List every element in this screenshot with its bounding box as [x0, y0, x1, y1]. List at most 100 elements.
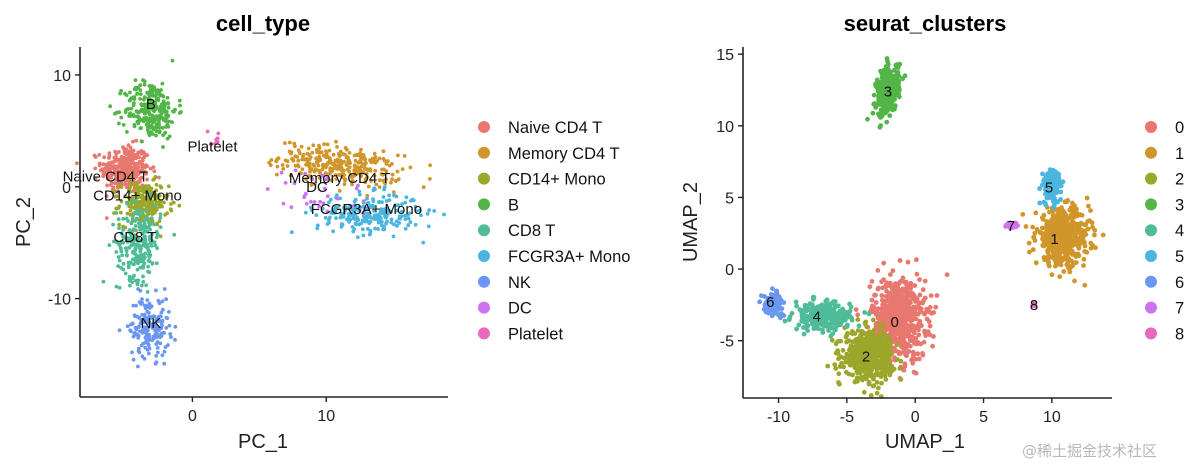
data-point	[150, 132, 155, 136]
data-point	[157, 125, 162, 130]
data-point	[131, 139, 135, 144]
data-point	[869, 374, 875, 379]
data-point	[757, 299, 762, 305]
data-point	[130, 155, 135, 160]
data-point	[108, 104, 112, 109]
data-point	[160, 125, 165, 130]
data-point	[377, 185, 382, 190]
data-point	[163, 130, 168, 135]
data-point	[824, 297, 830, 303]
data-point	[147, 133, 152, 138]
data-point	[874, 353, 880, 359]
data-point	[145, 290, 150, 294]
legend: Naive CD4 T Memory CD4 T CD14+ Mono B CD8 T F…	[478, 119, 630, 343]
data-point	[342, 159, 346, 164]
data-point	[162, 200, 166, 205]
data-point	[107, 151, 112, 156]
data-point	[1075, 236, 1081, 242]
data-point	[428, 163, 432, 168]
data-point	[845, 322, 850, 328]
data-point	[1030, 224, 1036, 230]
data-point	[385, 159, 390, 163]
data-point	[302, 157, 307, 162]
data-point	[160, 204, 165, 209]
data-point	[111, 222, 115, 227]
data-point	[170, 58, 175, 63]
data-point	[306, 146, 311, 151]
data-point	[930, 343, 935, 349]
data-point	[878, 374, 884, 379]
data-point	[382, 187, 386, 192]
data-point	[135, 267, 140, 272]
cluster-label: 7	[1007, 218, 1015, 235]
data-point	[123, 147, 128, 151]
data-point	[328, 168, 333, 173]
data-point	[884, 119, 890, 125]
data-point	[116, 264, 121, 268]
data-point	[886, 74, 892, 80]
data-point	[345, 155, 350, 160]
data-point	[150, 106, 155, 111]
data-point	[124, 156, 129, 161]
data-point	[107, 243, 112, 248]
data-point	[356, 171, 361, 176]
data-point	[922, 278, 928, 284]
data-point	[361, 153, 366, 157]
data-point	[867, 284, 873, 290]
data-point	[421, 185, 426, 190]
data-point	[374, 182, 379, 187]
data-point	[120, 159, 124, 164]
data-point	[847, 301, 852, 307]
data-point	[901, 347, 907, 353]
data-point	[381, 178, 386, 183]
data-point	[127, 90, 132, 95]
data-point	[137, 159, 142, 164]
data-point	[125, 130, 129, 134]
data-point	[1082, 249, 1088, 254]
data-point	[137, 300, 142, 305]
data-point	[158, 234, 163, 239]
y-tick-label: 15	[716, 47, 734, 64]
data-point	[121, 172, 126, 177]
data-point	[1045, 249, 1051, 255]
data-point	[121, 123, 126, 127]
data-point	[844, 333, 850, 338]
data-point	[137, 168, 142, 173]
data-point	[155, 246, 160, 251]
data-point	[333, 173, 338, 177]
data-point	[352, 170, 357, 175]
data-point	[833, 327, 838, 333]
data-point	[1086, 203, 1091, 209]
data-point	[137, 225, 142, 229]
data-point	[121, 261, 126, 266]
data-point	[288, 173, 293, 178]
data-point	[894, 290, 900, 295]
data-point	[125, 240, 130, 244]
data-point	[155, 340, 160, 344]
data-point	[125, 324, 130, 329]
data-point	[125, 211, 130, 216]
data-point	[384, 221, 388, 226]
data-point	[922, 311, 927, 317]
data-point	[144, 122, 149, 127]
data-point	[350, 175, 354, 180]
data-point	[926, 309, 932, 315]
data-point	[354, 186, 359, 191]
data-point	[295, 163, 300, 168]
data-point	[142, 111, 147, 116]
data-point	[141, 186, 146, 191]
cluster-label: 6	[766, 294, 774, 311]
data-point	[275, 172, 279, 177]
data-point	[149, 209, 154, 213]
data-point	[826, 309, 832, 315]
data-point	[112, 155, 117, 160]
data-point	[141, 78, 145, 82]
data-point	[883, 294, 889, 299]
data-point	[1053, 216, 1059, 222]
data-point	[130, 350, 134, 355]
data-point	[849, 361, 855, 366]
data-point	[911, 352, 917, 357]
data-point	[148, 97, 153, 102]
data-point	[161, 99, 166, 104]
data-point	[1078, 220, 1084, 226]
